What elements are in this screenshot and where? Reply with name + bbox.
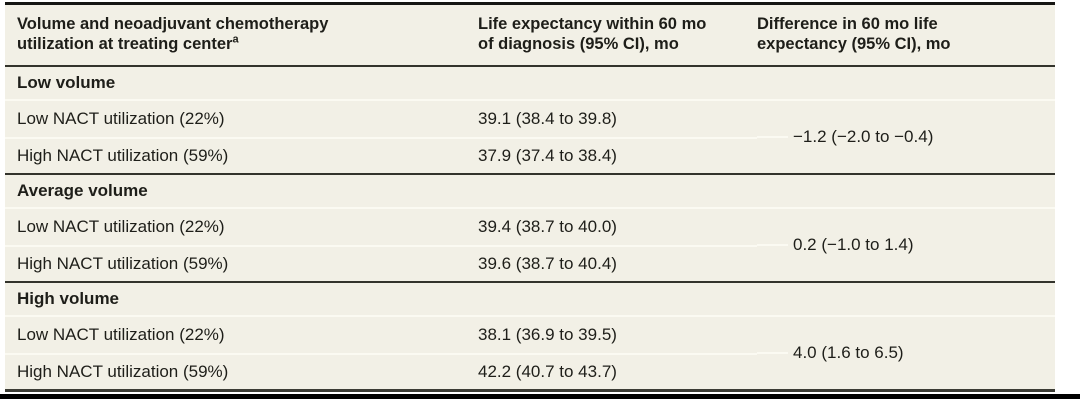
table-header-row: Volume and neoadjuvant chemotherapy util… — [5, 5, 1055, 67]
row-label: High NACT utilization (59%) — [5, 137, 478, 173]
life-expectancy-value: 39.1 (38.4 to 39.8) — [478, 109, 617, 128]
life-expectancy-value: 39.4 (38.7 to 40.0) — [478, 217, 617, 236]
header-difference-line1: Difference in 60 mo life — [757, 15, 938, 34]
section-low-volume: Low volume Low NACT utilization (22%) 39… — [5, 67, 1055, 173]
section-title: High volume — [5, 283, 1055, 317]
header-volume-nact-line1: Volume and neoadjuvant chemotherapy — [17, 15, 329, 34]
header-life-expectancy-line2: of diagnosis (95% CI), mo — [478, 35, 679, 53]
life-expectancy-value: 37.9 (37.4 to 38.4) — [478, 137, 757, 173]
row-label: Low NACT utilization (22%) — [17, 325, 225, 344]
difference-value: 4.0 (1.6 to 6.5) — [757, 317, 1055, 389]
row-label: High NACT utilization (59%) — [5, 353, 478, 389]
section-title: Low volume — [5, 67, 1055, 101]
life-expectancy-value: 39.6 (38.7 to 40.4) — [478, 245, 757, 281]
header-volume-nact-line2: utilization at treating center — [17, 35, 233, 53]
life-expectancy-value: 42.2 (40.7 to 43.7) — [478, 353, 757, 389]
outcomes-table: Volume and neoadjuvant chemotherapy util… — [5, 2, 1055, 392]
header-difference-line2: expectancy (95% CI), mo — [757, 35, 951, 53]
row-label: Low NACT utilization (22%) — [17, 109, 225, 128]
header-difference: Difference in 60 mo life expectancy (95%… — [757, 15, 1055, 55]
header-life-expectancy-line1: Life expectancy within 60 mo — [478, 15, 707, 34]
section-high-volume: High volume Low NACT utilization (22%) 3… — [5, 281, 1055, 389]
header-life-expectancy: Life expectancy within 60 mo of diagnosi… — [478, 15, 757, 55]
header-volume-nact: Volume and neoadjuvant chemotherapy util… — [5, 15, 478, 55]
section-average-volume: Average volume Low NACT utilization (22%… — [5, 173, 1055, 281]
row-label: High NACT utilization (59%) — [5, 245, 478, 281]
difference-value: −1.2 (−2.0 to −0.4) — [757, 101, 1055, 173]
footnote-marker-a: a — [232, 33, 239, 46]
life-expectancy-value: 38.1 (36.9 to 39.5) — [478, 325, 617, 344]
row-label: Low NACT utilization (22%) — [17, 217, 225, 236]
difference-value: 0.2 (−1.0 to 1.4) — [757, 209, 1055, 281]
page-bottom-rule — [0, 394, 1080, 399]
section-title: Average volume — [5, 175, 1055, 209]
